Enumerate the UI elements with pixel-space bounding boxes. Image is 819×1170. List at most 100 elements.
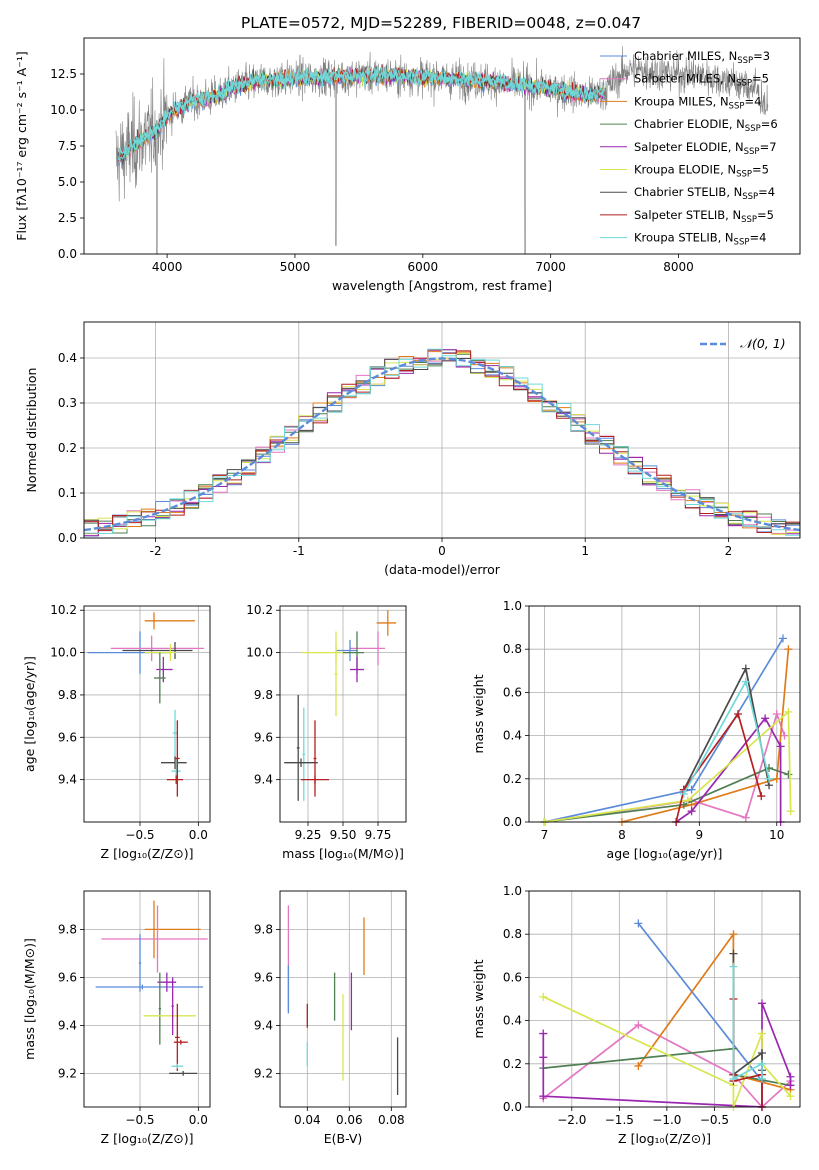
data-point (166, 775, 184, 784)
legend-count: =7 (760, 140, 777, 154)
y-tick-label: 10.0 (50, 646, 77, 660)
weight_vs_age-frame (528, 605, 801, 823)
data-point (350, 656, 364, 683)
weight-marker (687, 807, 696, 816)
x-tick-label: 8000 (663, 260, 694, 274)
weight-marker (757, 792, 766, 801)
x-tick-label: 0 (438, 544, 446, 558)
weight-marker (757, 1049, 766, 1057)
data-point (175, 720, 180, 797)
y-tick-label: 0.0 (503, 815, 522, 829)
x-tick-label: −1.5 (605, 1113, 634, 1127)
weight-marker (634, 1061, 643, 1070)
age_vs_mass-axes: 9.25 9.50 9.75 9.4 9.6 9.8 10.0 10.2 mass [log₁₀… (246, 603, 406, 861)
spectrum-frame (83, 37, 801, 255)
spectrum-axes: 4000 5000 6000 7000 8000 0.0 2.5 5.0 7.5 10.0 12.5… (14, 51, 694, 293)
model-fit-kroupa-stelib-top (118, 65, 605, 164)
weight-marker (741, 664, 750, 673)
weight-marker (765, 774, 774, 783)
legend-entry: 𝒩(0, 1) (740, 336, 786, 351)
x-tick-label: 10 (769, 828, 784, 842)
figure-title: PLATE=0572, MJD=52289, FIBERID=0048, z=0… (241, 14, 641, 32)
legend-label: Chabrier STELIB, N (634, 185, 742, 199)
residuals-frame (83, 321, 801, 539)
x-tick-label: 9 (696, 828, 704, 842)
x-tick-label: 0.0 (189, 828, 208, 842)
legend-label: Chabrier MILES, N (634, 49, 737, 63)
x-tick-label: 0.0 (752, 1113, 771, 1127)
x-tick-label: 7 (541, 828, 549, 842)
y-tick-label: 9.8 (254, 688, 273, 702)
y-tick-label: 0.4 (503, 1014, 522, 1028)
y-tick-label: 9.4 (58, 1018, 77, 1032)
x-tick-label: 6000 (408, 260, 439, 274)
weight-series-chabrier-stelib (732, 953, 763, 1077)
legend-count: =3 (753, 49, 770, 63)
data-point (313, 720, 317, 797)
y-tick-label: 9.2 (58, 1066, 77, 1080)
x-tick-label: 7000 (535, 260, 566, 274)
y-tick-label: 9.6 (58, 970, 77, 984)
y-axis-label: mass [log₁₀(M/M⊙)] (22, 938, 37, 1060)
weight_vs_Z-axes: −2.0 −1.5 −1.0 −0.5 0.0 0.0 0.2 0.4 0.6 0.8 1.0 Z [… (471, 884, 800, 1146)
x-axis-label: Z [log₁₀(Z/Z⊙)] (101, 1131, 194, 1146)
x-tick-label: -1 (293, 544, 305, 558)
legend-count: =5 (757, 208, 774, 222)
weight-marker (679, 789, 688, 798)
legend-subscript: SSP (741, 215, 757, 225)
legend-subscript: SSP (737, 56, 753, 66)
data-point (284, 758, 318, 767)
y-tick-label: 1.0 (503, 884, 522, 898)
y-tick-label: 10.2 (50, 603, 77, 617)
weight-marker (757, 999, 766, 1008)
legend-label: Kroupa STELIB, N (634, 231, 734, 245)
data-point (95, 984, 203, 990)
y-tick-label: 0.6 (503, 970, 522, 984)
age_vs_Z-axes: −0.5 0.0 9.4 9.6 9.8 10.0 10.2 Z [log₁₀(Z/Z⊙)] a… (22, 603, 210, 861)
weight-marker (784, 707, 793, 716)
y-tick-label: 2.5 (58, 211, 77, 225)
y-tick-label: 9.6 (254, 970, 273, 984)
data-point (143, 1013, 196, 1019)
data-point (302, 707, 306, 801)
weight-marker (734, 710, 743, 718)
weight-series-kroupa-elodie (542, 996, 792, 1107)
data-point (350, 631, 385, 666)
legend-label: Kroupa MILES, N (634, 94, 729, 108)
x-axis-label: E(B-V) (324, 1131, 363, 1146)
weight-marker (780, 731, 789, 740)
legend-subscript: SSP (736, 170, 752, 180)
weight-marker (784, 645, 793, 654)
data-point (171, 1063, 184, 1069)
weight-marker (634, 1020, 643, 1029)
weight-marker (772, 774, 781, 783)
y-tick-label: 0.0 (503, 1100, 522, 1114)
weight-marker (757, 1074, 766, 1083)
legend-entry: Kroupa ELODIE, NSSP=5 (634, 163, 769, 180)
mass_vs_ebv-frame (279, 890, 407, 1108)
weight-marker (729, 1074, 738, 1083)
legend-subscript: SSP (742, 192, 758, 202)
weight-marker (757, 1059, 766, 1068)
y-tick-label: 0.4 (503, 729, 522, 743)
weight-marker (772, 710, 781, 718)
data-point (154, 652, 166, 704)
legend-entry: Chabrier STELIB, NSSP=4 (634, 185, 775, 202)
mass_vs_Z-axes: −0.5 0.0 9.2 9.4 9.6 9.8 Z [log₁₀(Z/Z⊙)] mass [… (22, 891, 210, 1146)
y-tick-label: 0.2 (503, 772, 522, 786)
weight-series-kroupa-stelib (732, 966, 763, 1081)
y-tick-label: 0.3 (58, 396, 77, 410)
legend-entry: Kroupa STELIB, NSSP=4 (634, 231, 766, 248)
weight-marker (539, 1092, 548, 1101)
histogram-kroupa-stelib (84, 348, 800, 538)
weight-series-salpeter-stelib (675, 712, 763, 822)
legend-subscript: SSP (745, 124, 761, 134)
x-axis-label: Z [log₁₀(Z/Z⊙)] (101, 846, 194, 861)
data-point (171, 977, 174, 1035)
y-tick-label: 0.8 (503, 642, 522, 656)
legend-label: Salpeter MILES, N (634, 72, 736, 86)
x-tick-label: −0.5 (125, 828, 154, 842)
weight-marker (679, 800, 688, 809)
y-axis-label: age [log₁₀(age/yr)] (22, 656, 37, 772)
weight-marker (634, 919, 643, 928)
